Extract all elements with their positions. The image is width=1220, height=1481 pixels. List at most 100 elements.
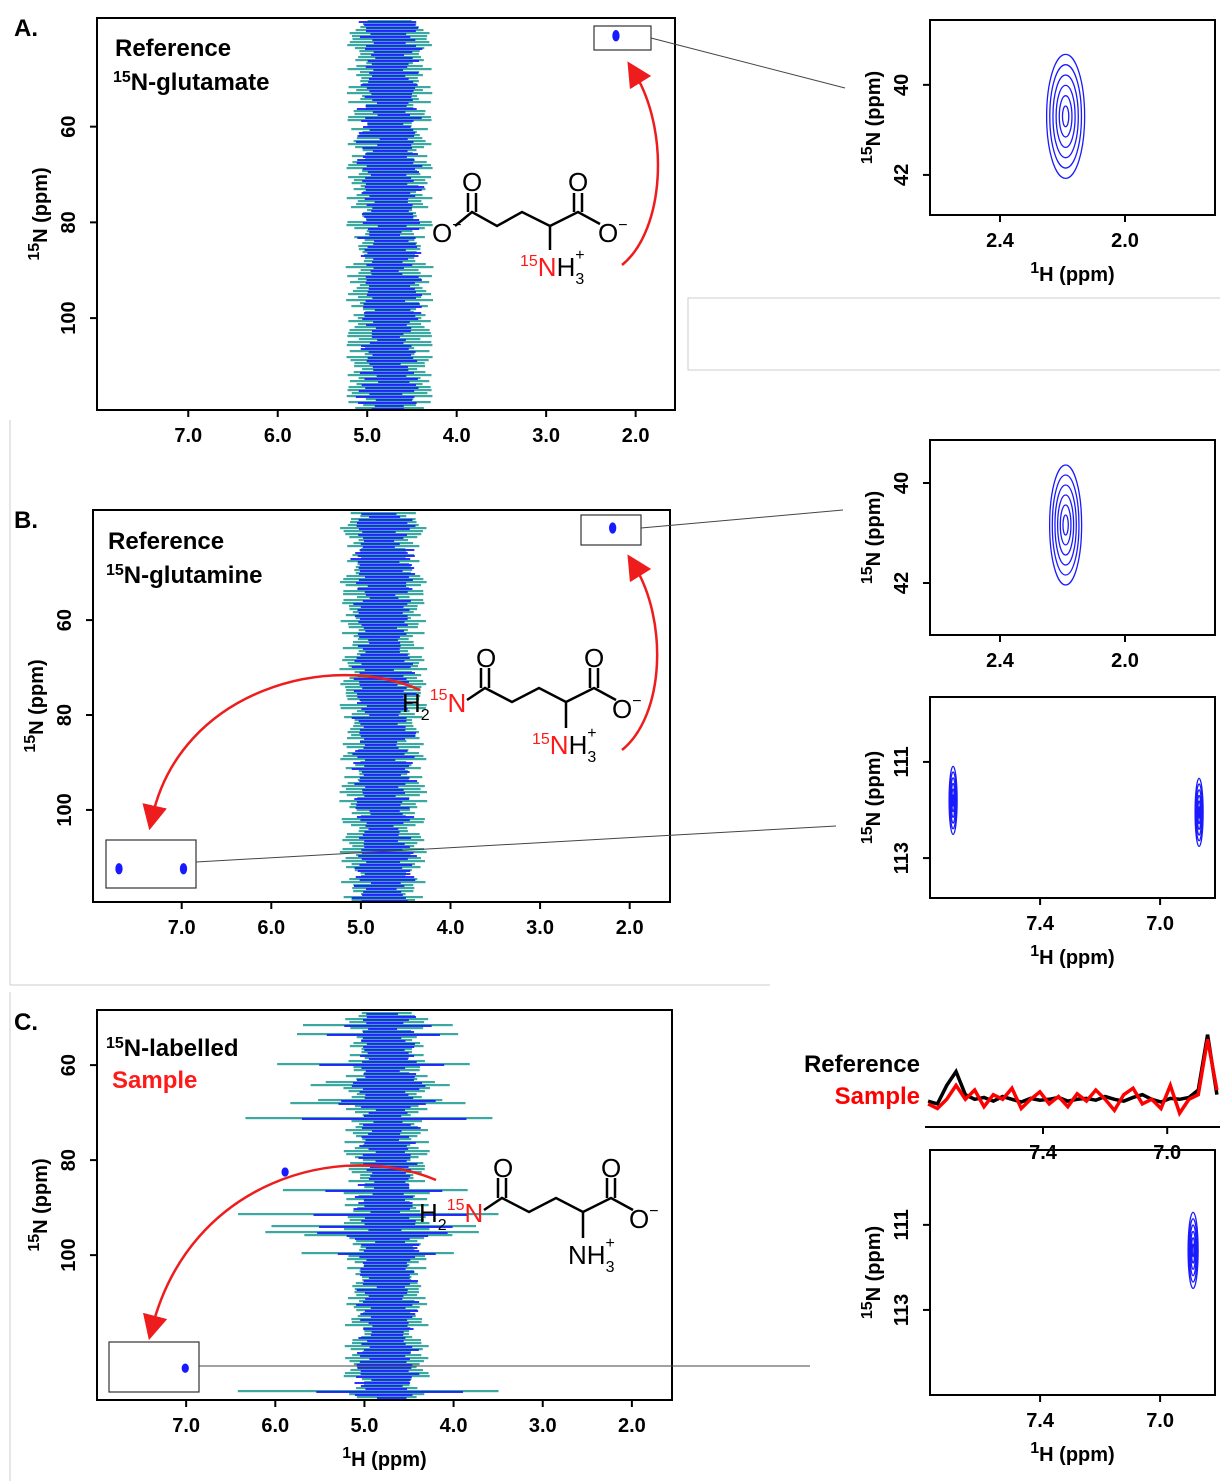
water-signal (316, 1391, 464, 1393)
water-signal (356, 522, 408, 524)
water-signal (361, 708, 408, 710)
water-signal (362, 531, 396, 533)
water-signal (358, 21, 417, 23)
water-signal (369, 195, 416, 197)
contour-level (951, 788, 956, 813)
water-signal (374, 405, 404, 407)
water-signal (358, 519, 413, 521)
charge: + (575, 247, 584, 264)
water-signal (358, 720, 407, 722)
water-signal (366, 1016, 417, 1018)
water-signal (364, 96, 412, 98)
water-signal (361, 1127, 421, 1129)
y-axis-label: 15N (ppm) (859, 71, 885, 164)
water-signal (364, 840, 398, 842)
y-axis-label: 15N (ppm) (859, 491, 885, 584)
water-signal (376, 375, 407, 377)
water-signal (365, 1247, 418, 1249)
axis-label-text: N (ppm) (30, 167, 52, 243)
water-signal (364, 669, 394, 671)
water-signal (369, 714, 399, 716)
water-signal (319, 1226, 453, 1228)
charge: − (649, 1203, 658, 1220)
arrow (143, 1164, 437, 1341)
water-signal (317, 1232, 448, 1234)
axis-label-text: H (ppm) (1039, 264, 1115, 286)
frame (929, 1149, 1216, 1396)
water-signal (362, 1283, 410, 1285)
water-signal (313, 1214, 469, 1216)
water-signal (368, 1148, 409, 1150)
frame (96, 17, 676, 411)
water-signal (366, 1259, 411, 1261)
plot-area (1187, 1211, 1199, 1290)
water-signal (359, 879, 416, 881)
water-signal (359, 1256, 416, 1258)
water-signal (373, 69, 404, 71)
water-signal (366, 1013, 399, 1015)
water-signal (364, 795, 396, 797)
water-signal (363, 1124, 411, 1126)
axis-label-text: N (ppm) (863, 751, 885, 827)
water-signal (355, 807, 410, 809)
plot-area (115, 512, 617, 902)
connector (650, 37, 846, 89)
water-signal (368, 81, 414, 83)
water-signal (358, 132, 416, 134)
atom: O (568, 167, 588, 197)
contour-level (1051, 474, 1080, 576)
water-signal (357, 675, 404, 677)
water-signal (363, 1250, 420, 1252)
water-signal (366, 822, 404, 824)
water-signal (377, 225, 407, 227)
contour-level (1190, 1237, 1196, 1264)
water-signal (372, 99, 413, 101)
plot: 7.4 7.0 111 113 (891, 696, 1216, 935)
plot-area (1045, 53, 1086, 180)
water-signal (370, 1307, 406, 1309)
contour-level (117, 867, 121, 871)
y-tick-label: 100 (58, 1238, 80, 1271)
contour-level (1061, 105, 1070, 128)
water-signal (365, 276, 419, 278)
water-signal (362, 222, 420, 224)
atom: O (462, 167, 482, 197)
water-signal (362, 180, 414, 182)
panel-label: C. (14, 1009, 38, 1036)
water-signal (372, 297, 416, 299)
water-signal (364, 540, 395, 542)
water-signal (364, 591, 408, 593)
atom: 15NH3 + (520, 247, 585, 288)
water-signal (365, 30, 416, 32)
water-signal (371, 330, 411, 332)
water-signal (355, 552, 408, 554)
water-signal (357, 756, 415, 758)
water-signal (360, 723, 398, 725)
water-signal (362, 1301, 420, 1303)
water-signal (369, 90, 414, 92)
atom-symbol: N (447, 688, 466, 718)
plot-area (1048, 464, 1083, 586)
water-signal (370, 813, 403, 815)
superscript: 15 (113, 69, 131, 86)
frame (929, 696, 1216, 899)
water-signal (360, 1268, 406, 1270)
water-signal (364, 1049, 405, 1051)
x-tick-label: 7.4 (1029, 1142, 1058, 1164)
water-signal (366, 27, 419, 29)
contour-level (614, 34, 618, 38)
water-signal (354, 798, 410, 800)
atom-symbol: H (587, 1240, 606, 1270)
water-signal (325, 1190, 443, 1192)
contour-level (1195, 789, 1203, 836)
arrow (142, 673, 421, 831)
water-signal (371, 63, 409, 65)
water-signal (370, 1334, 404, 1336)
water-signal (359, 570, 403, 572)
water-signal (363, 627, 397, 629)
water-signal (363, 306, 422, 308)
water-signal (363, 726, 406, 728)
water-signal (360, 735, 416, 737)
water-signal (357, 609, 410, 611)
plot: 2.4 2.0 40 42 (891, 439, 1216, 672)
